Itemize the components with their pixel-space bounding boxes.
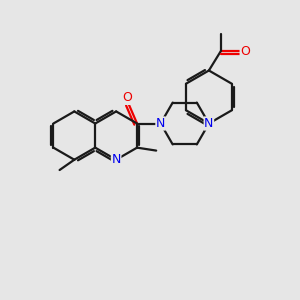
Text: N: N bbox=[111, 153, 121, 166]
Text: N: N bbox=[204, 117, 214, 130]
Text: O: O bbox=[240, 45, 250, 58]
Text: O: O bbox=[122, 92, 132, 104]
Text: N: N bbox=[156, 117, 165, 130]
